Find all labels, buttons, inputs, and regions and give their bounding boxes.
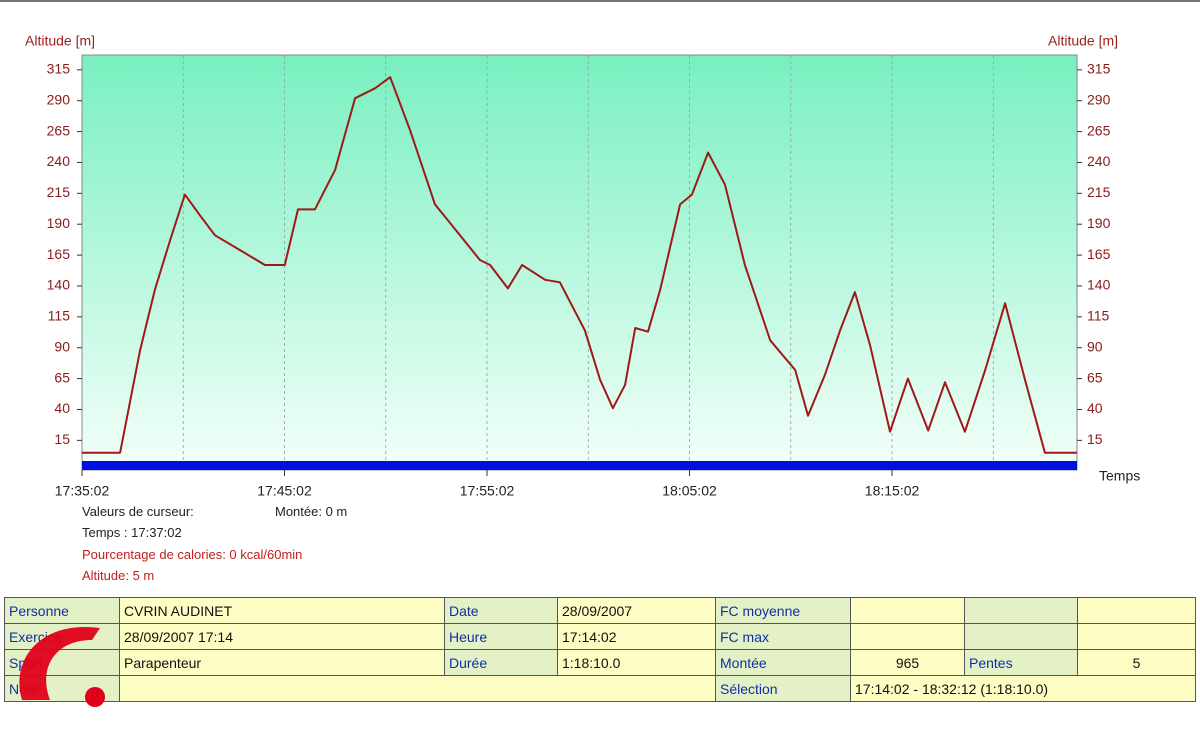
cell-value: 17:14:02 <box>557 623 716 650</box>
y-tick-label: 265 <box>47 122 71 138</box>
cell-value: 17:14:02 - 18:32:12 (1:18:10.0) <box>850 675 1196 702</box>
cell-empty <box>964 597 1078 624</box>
summary-table: Personne CVRIN AUDINET Date 28/09/2007 F… <box>4 597 1196 702</box>
cell-empty <box>1077 623 1196 650</box>
chart: Altitude [m] Altitude [m] Temps 17:35:02… <box>25 33 1140 499</box>
cell-value: 28/09/2007 17:14 <box>119 623 445 650</box>
y-tick-label: 140 <box>47 277 71 293</box>
selection-bar <box>82 461 1077 470</box>
top-border <box>0 0 1200 2</box>
plot-area <box>81 54 1078 471</box>
y2-tick-label: 40 <box>1087 400 1103 416</box>
cell-label: Sélection <box>715 675 851 702</box>
y-tick-label: 315 <box>47 61 71 77</box>
cell-label: FC max <box>715 623 851 650</box>
cell-label: Personne <box>4 597 120 624</box>
y2-tick-label: 15 <box>1087 431 1103 447</box>
cursor-climb: Montée: 0 m <box>275 504 348 519</box>
y-axis-title: Altitude [m] <box>25 33 95 49</box>
cell-empty <box>964 623 1078 650</box>
x-tick-label: 17:45:02 <box>257 483 312 499</box>
y2-tick-label: 190 <box>1087 215 1111 231</box>
x-tick-label: 17:55:02 <box>460 483 515 499</box>
x-tick-label: 17:35:02 <box>55 483 110 499</box>
y2-tick-label: 290 <box>1087 91 1111 107</box>
y2-tick-label: 140 <box>1087 277 1111 293</box>
watermark-logo <box>19 626 105 707</box>
x-axis-title: Temps <box>1099 468 1140 484</box>
y-tick-label: 65 <box>54 369 70 385</box>
y2-tick-label: 165 <box>1087 246 1111 262</box>
y-tick-label: 90 <box>54 338 70 354</box>
cell-label: Pentes <box>964 649 1078 676</box>
cursor-altitude: Altitude: 5 m <box>82 568 155 583</box>
y2-tick-label: 115 <box>1087 308 1110 324</box>
cell-label: Date <box>444 597 558 624</box>
y-tick-label: 40 <box>54 400 70 416</box>
y2-tick-label: 315 <box>1087 61 1111 77</box>
altitude-line <box>82 76 1077 454</box>
y-tick-label: 165 <box>47 246 71 262</box>
y-tick-label: 290 <box>47 91 71 107</box>
y2-tick-label: 90 <box>1087 338 1103 354</box>
cell-label: Heure <box>444 623 558 650</box>
cell-value: 965 <box>850 649 965 676</box>
cell-value: Parapenteur <box>119 649 445 676</box>
y-tick-label: 190 <box>47 215 71 231</box>
y2-tick-label: 240 <box>1087 153 1111 169</box>
y2-tick-label: 65 <box>1087 369 1103 385</box>
y-tick-label: 240 <box>47 153 71 169</box>
y-tick-label: 215 <box>47 184 71 200</box>
cell-empty <box>1077 597 1196 624</box>
cursor-time: Temps : 17:37:02 <box>82 525 182 540</box>
cell-empty <box>850 623 965 650</box>
cell-value: 1:18:10.0 <box>557 649 716 676</box>
y2-axis-title: Altitude [m] <box>1048 33 1118 49</box>
cursor-calories: Pourcentage de calories: 0 kcal/60min <box>82 547 303 562</box>
logo-arc <box>19 626 100 700</box>
y2-tick-label: 215 <box>1087 184 1111 200</box>
x-tick-label: 18:05:02 <box>662 483 717 499</box>
y2-tick-label: 265 <box>1087 122 1111 138</box>
cell-value: 5 <box>1077 649 1196 676</box>
cell-value: CVRIN AUDINET <box>119 597 445 624</box>
y-tick-label: 15 <box>54 431 70 447</box>
cell-label: Durée <box>444 649 558 676</box>
x-tick-label: 18:15:02 <box>865 483 920 499</box>
cell-value: 28/09/2007 <box>557 597 716 624</box>
cell-empty <box>119 675 716 702</box>
y-tick-label: 115 <box>48 308 71 324</box>
cursor-title: Valeurs de curseur: <box>82 504 194 519</box>
cell-empty <box>850 597 965 624</box>
cell-label: FC moyenne <box>715 597 851 624</box>
cell-label: Montée <box>715 649 851 676</box>
logo-dot <box>85 687 105 707</box>
